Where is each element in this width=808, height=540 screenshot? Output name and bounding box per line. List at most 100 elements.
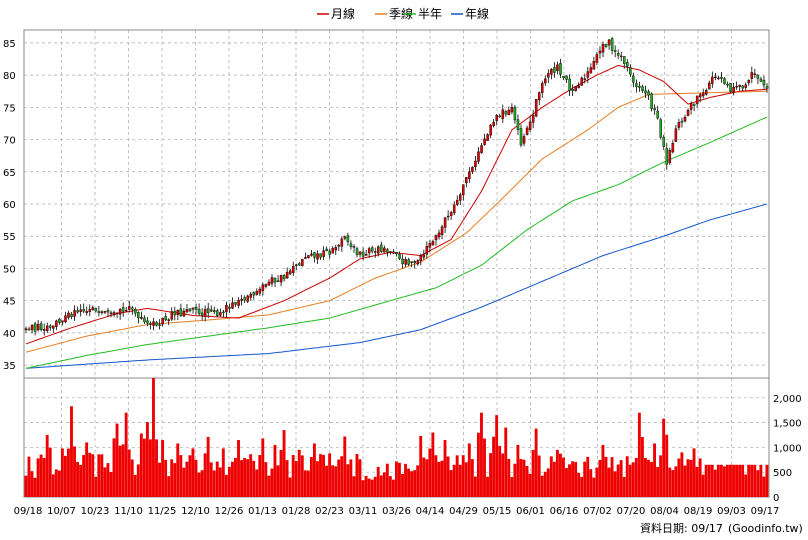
candle-body xyxy=(213,310,216,312)
volume-bar xyxy=(492,436,496,497)
volume-bar xyxy=(39,454,43,497)
candle-body xyxy=(307,255,310,258)
volume-bar xyxy=(659,455,663,497)
candle-body xyxy=(39,323,43,331)
legend-item-year: 年線 xyxy=(451,6,489,21)
candle-body xyxy=(200,312,204,316)
candle-body xyxy=(124,310,128,312)
volume-bar xyxy=(191,448,195,497)
volume-bar xyxy=(483,438,486,497)
candle-body xyxy=(562,75,565,78)
date-tick-label: 04/29 xyxy=(449,506,478,517)
candle-body xyxy=(301,259,304,266)
volume-bar xyxy=(331,465,335,497)
price-tick-label: 35 xyxy=(3,361,16,372)
candle-body xyxy=(52,325,55,329)
candle-body xyxy=(131,307,134,310)
candle-body xyxy=(161,317,164,325)
volume-bar xyxy=(534,428,538,497)
volume-bar xyxy=(765,464,769,497)
volume-bar xyxy=(407,468,411,497)
volume-bar xyxy=(640,437,644,497)
volume-bar xyxy=(452,464,456,497)
candle-body xyxy=(717,77,720,80)
volume-bar xyxy=(200,470,204,497)
candle-body xyxy=(641,86,644,91)
volume-bar xyxy=(549,456,553,497)
candle-body xyxy=(410,261,413,263)
volume-bar xyxy=(319,454,322,497)
legend-item-half: 半年 xyxy=(404,7,442,21)
volume-bar xyxy=(136,464,140,497)
volume-bar xyxy=(282,430,286,497)
volume-bar xyxy=(555,449,559,497)
volume-bar xyxy=(401,473,404,497)
volume-bar xyxy=(574,462,578,497)
candle-body xyxy=(446,215,450,218)
candle-body xyxy=(267,281,271,286)
candle-body xyxy=(729,83,732,92)
candle-body xyxy=(519,128,523,146)
volume-bar xyxy=(507,458,511,497)
volume-bar xyxy=(212,470,216,497)
volume-bar xyxy=(158,462,161,497)
candle-body xyxy=(626,62,629,67)
volume-bar xyxy=(610,457,614,497)
candle-body xyxy=(313,252,316,258)
volume-bar xyxy=(531,449,535,497)
volume-bar xyxy=(425,459,429,497)
volume-bar xyxy=(42,457,46,497)
volume-bar xyxy=(33,477,37,497)
candle-body xyxy=(355,248,359,255)
volume-bar xyxy=(370,479,374,497)
candle-body xyxy=(197,308,201,314)
ma-half-line xyxy=(25,116,768,369)
volume-bar xyxy=(185,461,189,497)
footer-date: 資料日期: 09/17 xyxy=(640,521,723,535)
candle-body xyxy=(203,309,207,317)
volume-bar xyxy=(607,467,611,497)
volume-bar xyxy=(30,471,34,497)
volume-bar xyxy=(246,459,250,497)
candle-body xyxy=(607,39,611,46)
volume-bar xyxy=(552,461,556,497)
price-axis-ticks: 35 40 45 50 55 60 65 70 75 80 85 xyxy=(3,39,16,372)
volume-bar xyxy=(455,455,459,497)
candle-body xyxy=(534,99,538,117)
candle-body xyxy=(680,120,684,123)
candle-body xyxy=(134,309,137,314)
candle-body xyxy=(352,245,356,248)
candle-body xyxy=(349,243,353,247)
candle-body xyxy=(258,288,262,294)
volume-bar xyxy=(565,468,568,497)
volume-bar xyxy=(297,449,301,497)
candle-body xyxy=(720,77,723,79)
volume-bar xyxy=(115,423,119,497)
candle-body xyxy=(27,328,31,331)
candle-body xyxy=(36,323,40,331)
candle-body xyxy=(291,266,295,273)
candle-body xyxy=(170,311,174,320)
date-tick-label: 05/15 xyxy=(483,506,512,517)
candle-body xyxy=(407,259,410,265)
volume-bar xyxy=(82,455,86,497)
volume-bar xyxy=(152,378,155,497)
volume-bar xyxy=(732,464,735,497)
candle-body xyxy=(361,251,365,257)
candle-body xyxy=(701,92,705,97)
candle-body xyxy=(613,50,617,52)
volume-bar xyxy=(710,464,714,497)
volume-bar xyxy=(644,457,647,497)
candle-body xyxy=(194,307,198,310)
volume-bar xyxy=(188,455,192,497)
volume-bar xyxy=(388,476,392,497)
date-tick-label: 09/03 xyxy=(717,506,746,517)
candle-body xyxy=(70,313,73,317)
candle-body xyxy=(434,235,438,241)
volume-bar xyxy=(604,456,608,497)
volume-bar xyxy=(689,459,693,497)
volume-bar xyxy=(568,464,571,497)
candle-body xyxy=(480,145,483,153)
volume-bar xyxy=(504,427,508,497)
volume-bar xyxy=(562,457,565,497)
